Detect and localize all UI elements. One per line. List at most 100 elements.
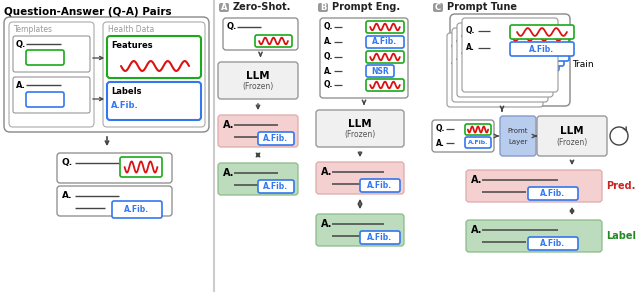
FancyBboxPatch shape — [258, 132, 294, 145]
Text: LLM: LLM — [560, 126, 584, 136]
Text: A.Fib.: A.Fib. — [367, 181, 392, 190]
Text: Question-Answer (Q-A) Pairs: Question-Answer (Q-A) Pairs — [4, 7, 172, 17]
FancyBboxPatch shape — [505, 30, 569, 44]
FancyBboxPatch shape — [120, 157, 162, 177]
FancyBboxPatch shape — [13, 77, 90, 113]
Text: (Frozen): (Frozen) — [556, 138, 588, 147]
Text: Q.: Q. — [227, 22, 237, 32]
Text: A.: A. — [324, 67, 333, 76]
Text: Q.: Q. — [451, 44, 459, 48]
Text: Q.: Q. — [436, 124, 445, 133]
FancyBboxPatch shape — [9, 22, 94, 127]
Text: A.: A. — [461, 51, 468, 55]
Text: A.Fib.: A.Fib. — [540, 239, 566, 248]
FancyBboxPatch shape — [320, 18, 408, 98]
FancyBboxPatch shape — [57, 186, 172, 216]
FancyBboxPatch shape — [466, 220, 602, 252]
FancyBboxPatch shape — [26, 92, 64, 107]
Text: Q.: Q. — [324, 53, 333, 62]
Text: Label: Label — [606, 231, 636, 241]
Text: B: B — [320, 3, 326, 12]
FancyBboxPatch shape — [510, 25, 574, 39]
FancyBboxPatch shape — [255, 35, 292, 47]
Text: Prompt Tune: Prompt Tune — [447, 3, 517, 13]
FancyBboxPatch shape — [495, 57, 559, 71]
Text: Q.: Q. — [461, 34, 468, 39]
FancyBboxPatch shape — [465, 137, 491, 148]
FancyBboxPatch shape — [223, 18, 298, 50]
FancyBboxPatch shape — [366, 79, 404, 91]
Text: (Frozen): (Frozen) — [344, 130, 376, 138]
Text: A.: A. — [321, 167, 332, 177]
FancyBboxPatch shape — [452, 28, 548, 102]
FancyBboxPatch shape — [360, 179, 400, 192]
Text: A.Fib.: A.Fib. — [372, 37, 397, 46]
FancyBboxPatch shape — [103, 22, 205, 127]
FancyBboxPatch shape — [316, 110, 404, 147]
Text: C: C — [435, 3, 441, 12]
FancyBboxPatch shape — [366, 21, 404, 33]
FancyBboxPatch shape — [366, 65, 394, 77]
Text: A.Fib.: A.Fib. — [540, 189, 566, 198]
Text: A.: A. — [321, 219, 332, 229]
FancyBboxPatch shape — [258, 180, 294, 193]
FancyBboxPatch shape — [218, 115, 298, 147]
Text: A.: A. — [451, 60, 458, 65]
FancyBboxPatch shape — [447, 33, 543, 107]
FancyBboxPatch shape — [495, 40, 559, 54]
Text: Templates: Templates — [14, 25, 53, 34]
FancyBboxPatch shape — [500, 52, 564, 66]
Text: A.: A. — [436, 138, 445, 147]
Text: A: A — [221, 3, 227, 12]
Text: Layer: Layer — [508, 139, 528, 145]
Text: A.: A. — [456, 55, 463, 60]
FancyBboxPatch shape — [450, 14, 570, 106]
Text: A.Fib.: A.Fib. — [529, 44, 555, 53]
Text: A.Fib.: A.Fib. — [264, 134, 289, 143]
Text: A.: A. — [471, 225, 483, 235]
FancyBboxPatch shape — [112, 201, 162, 218]
FancyBboxPatch shape — [316, 214, 404, 246]
Text: Q.: Q. — [466, 27, 476, 36]
Text: Q.: Q. — [16, 39, 26, 48]
Text: Promt: Promt — [508, 128, 528, 134]
Text: A.Fib.: A.Fib. — [264, 182, 289, 191]
FancyBboxPatch shape — [457, 23, 553, 97]
Text: Q.: Q. — [62, 159, 73, 168]
Text: LLM: LLM — [348, 119, 372, 129]
FancyBboxPatch shape — [57, 153, 172, 183]
FancyBboxPatch shape — [366, 36, 404, 48]
FancyBboxPatch shape — [465, 124, 491, 135]
FancyBboxPatch shape — [107, 82, 201, 120]
Text: A.: A. — [471, 175, 483, 185]
FancyBboxPatch shape — [510, 42, 574, 56]
FancyBboxPatch shape — [432, 120, 494, 152]
Text: A.: A. — [62, 192, 72, 201]
Text: A.Fib.: A.Fib. — [522, 56, 542, 62]
FancyBboxPatch shape — [528, 237, 578, 250]
Text: Health Data: Health Data — [108, 25, 154, 34]
FancyBboxPatch shape — [366, 51, 404, 63]
FancyBboxPatch shape — [26, 50, 64, 65]
Text: A.: A. — [223, 168, 234, 178]
Text: LLM: LLM — [246, 71, 270, 81]
Text: (Frozen): (Frozen) — [243, 81, 274, 91]
FancyBboxPatch shape — [500, 116, 536, 156]
FancyBboxPatch shape — [218, 62, 298, 99]
FancyBboxPatch shape — [219, 3, 229, 12]
FancyBboxPatch shape — [107, 36, 201, 78]
Text: Q.: Q. — [456, 39, 463, 44]
FancyBboxPatch shape — [13, 36, 90, 72]
FancyBboxPatch shape — [500, 35, 564, 49]
FancyBboxPatch shape — [462, 18, 558, 92]
Text: A.Fib.: A.Fib. — [527, 51, 547, 56]
FancyBboxPatch shape — [218, 163, 298, 195]
Text: Labels: Labels — [111, 88, 141, 96]
Text: NSR: NSR — [371, 67, 389, 76]
Text: A.Fib.: A.Fib. — [468, 140, 488, 145]
Text: Prompt Eng.: Prompt Eng. — [332, 3, 400, 13]
FancyBboxPatch shape — [433, 3, 443, 12]
Text: A.: A. — [16, 81, 26, 90]
FancyBboxPatch shape — [528, 187, 578, 200]
Text: Zero-Shot.: Zero-Shot. — [233, 3, 291, 13]
